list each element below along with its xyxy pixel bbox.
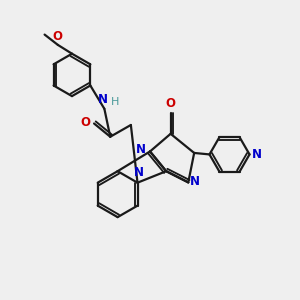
Text: O: O (52, 29, 62, 43)
Text: N: N (190, 175, 200, 188)
Text: O: O (80, 116, 91, 129)
Text: N: N (136, 143, 146, 157)
Text: O: O (165, 97, 175, 110)
Text: N: N (134, 166, 144, 179)
Text: N: N (252, 148, 262, 161)
Text: H: H (111, 97, 119, 107)
Text: N: N (98, 93, 108, 106)
